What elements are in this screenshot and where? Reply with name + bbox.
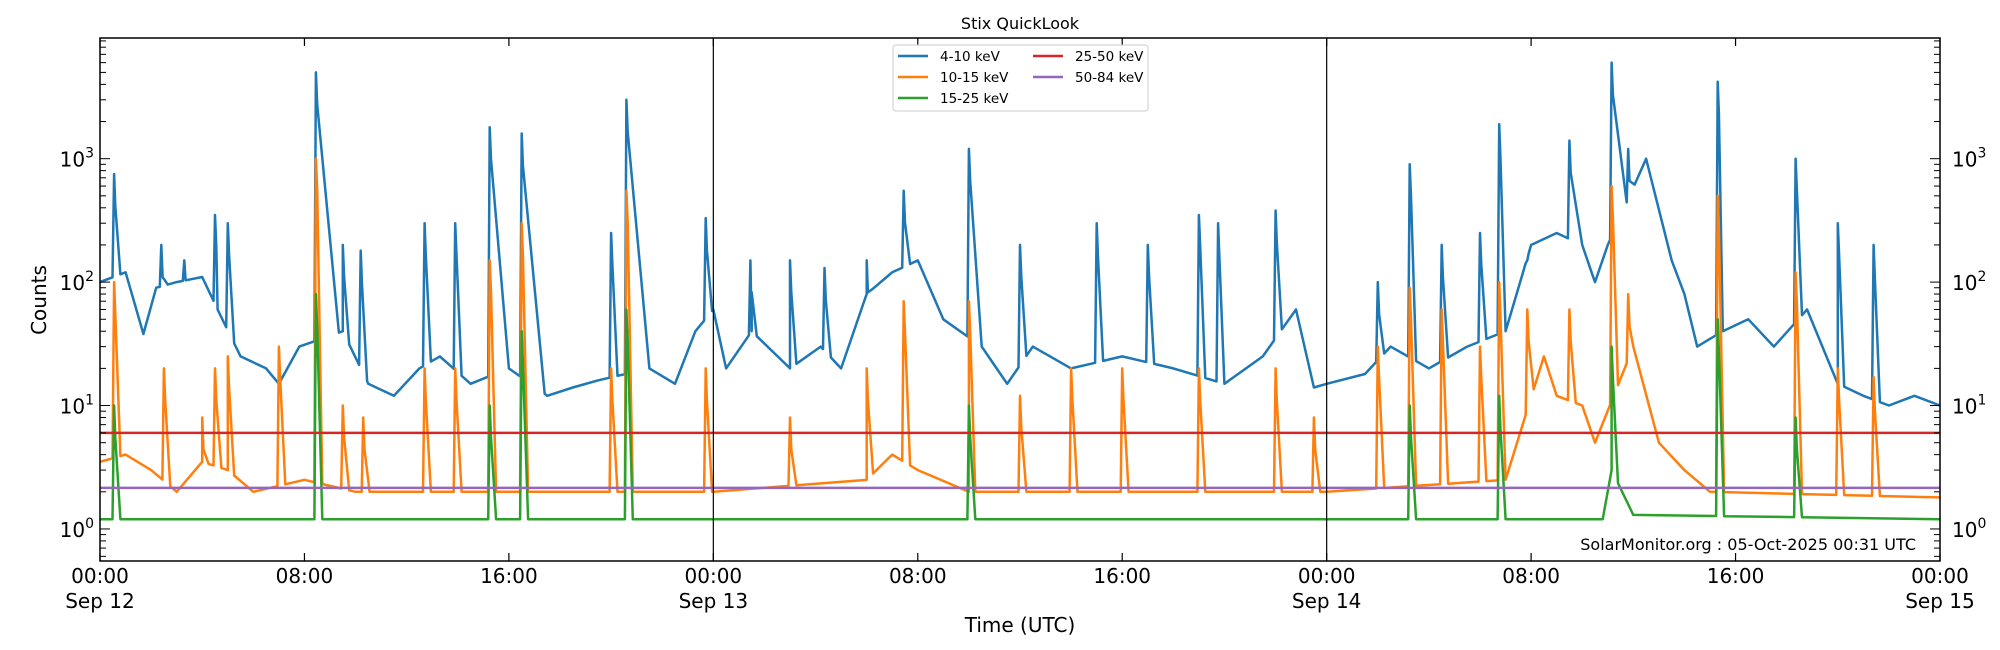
series-line-4-10-kev bbox=[99, 61, 1941, 407]
legend-label: 25-50 keV bbox=[1075, 49, 1144, 65]
x-tick-label: 08:00 bbox=[889, 564, 947, 588]
y-tick-exponent: 2 bbox=[1977, 269, 1986, 285]
y-tick-label: 100 bbox=[60, 516, 94, 542]
legend-entry: 25-50 keV bbox=[1033, 49, 1144, 65]
y-axis-label: Counts bbox=[27, 265, 51, 335]
x-tick-label: 08:00 bbox=[276, 564, 334, 588]
y-tick-label: 103 bbox=[60, 146, 94, 172]
y-tick-exponent: 1 bbox=[1977, 393, 1986, 409]
x-tick-label: 00:00 bbox=[71, 564, 129, 588]
x-tick-date-label: Sep 12 bbox=[65, 589, 135, 613]
x-tick-label: 16:00 bbox=[480, 564, 538, 588]
legend-label: 10-15 keV bbox=[940, 70, 1009, 86]
y-tick-label-right: 100 bbox=[1952, 516, 1986, 542]
x-tick-date-label: Sep 13 bbox=[679, 589, 749, 613]
x-tick-label: 00:00 bbox=[685, 564, 743, 588]
x-tick-date-label: Sep 15 bbox=[1905, 589, 1975, 613]
x-axis-label: Time (UTC) bbox=[964, 613, 1076, 637]
legend-entry: 15-25 keV bbox=[898, 91, 1009, 107]
y-tick-exponent: 3 bbox=[85, 146, 94, 162]
y-tick-exponent: 0 bbox=[1977, 516, 1986, 532]
y-tick-label-right: 101 bbox=[1952, 393, 1986, 419]
y-tick-exponent: 0 bbox=[85, 516, 94, 532]
legend-label: 50-84 keV bbox=[1075, 70, 1144, 86]
legend-box bbox=[892, 44, 1149, 112]
legend-entry: 10-15 keV bbox=[898, 70, 1009, 86]
series-layer bbox=[99, 61, 1941, 521]
series-line-15-25-kev bbox=[100, 292, 1941, 521]
legend: 4-10 keV 10-15 keV 15-25 keV 25-50 keV 50-84… bbox=[892, 44, 1149, 112]
legend-label: 4-10 keV bbox=[940, 49, 1001, 65]
plot-frame bbox=[99, 37, 1941, 562]
y-tick-exponent: 3 bbox=[1977, 146, 1986, 162]
x-tick-date-label: Sep 14 bbox=[1292, 589, 1362, 613]
legend-entry: 4-10 keV bbox=[898, 49, 1001, 65]
y-tick-label: 101 bbox=[60, 393, 94, 419]
source-annotation: SolarMonitor.org : 05-Oct-2025 00:31 UTC bbox=[1580, 535, 1916, 554]
legend-entry: 50-84 keV bbox=[1033, 70, 1144, 86]
y-tick-exponent: 2 bbox=[85, 269, 94, 285]
x-tick-label: 00:00 bbox=[1298, 564, 1356, 588]
x-tick-label: 08:00 bbox=[1502, 564, 1560, 588]
x-tick-label: 16:00 bbox=[1093, 564, 1151, 588]
y-tick-exponent: 1 bbox=[85, 393, 94, 409]
y-tick-label: 102 bbox=[60, 269, 94, 295]
y-tick-label-right: 102 bbox=[1952, 269, 1986, 295]
day-boundary-lines bbox=[712, 38, 1328, 561]
y-tick-label-right: 103 bbox=[1952, 146, 1986, 172]
x-tick-label: 00:00 bbox=[1911, 564, 1969, 588]
x-tick-label: 16:00 bbox=[1707, 564, 1765, 588]
legend-label: 15-25 keV bbox=[940, 91, 1009, 107]
chart-title: Stix QuickLook bbox=[961, 14, 1080, 33]
